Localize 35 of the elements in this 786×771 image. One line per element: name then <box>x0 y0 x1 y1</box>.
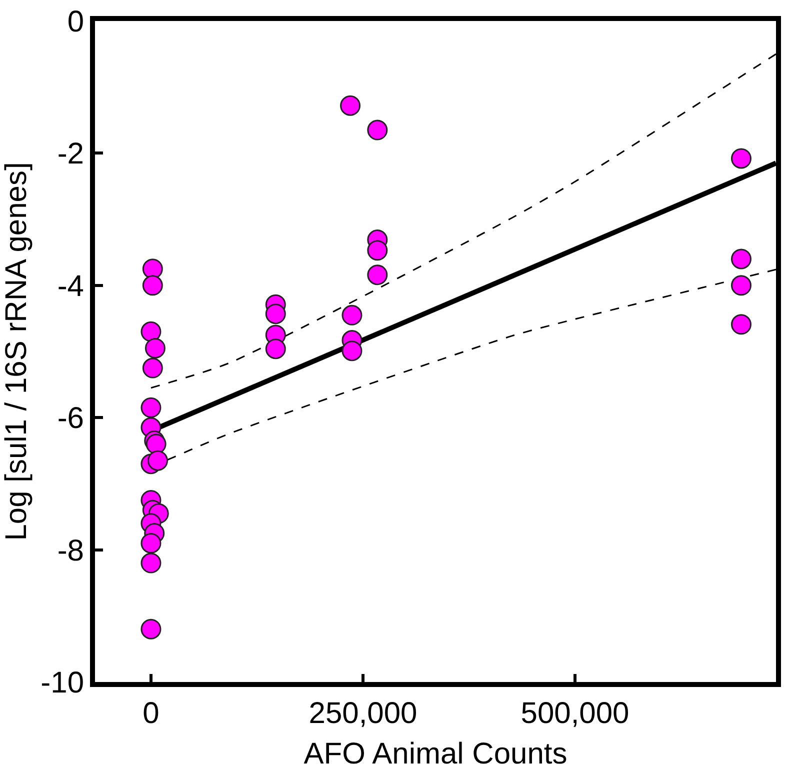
point <box>146 434 166 454</box>
line-series <box>150 53 776 389</box>
point <box>342 304 362 326</box>
point <box>730 275 752 296</box>
point <box>142 358 163 378</box>
x-axis-title: AFO Animal Counts <box>304 738 568 770</box>
point <box>140 532 162 554</box>
point <box>340 95 361 116</box>
point <box>342 340 362 362</box>
point <box>265 338 286 360</box>
point <box>140 321 162 342</box>
point <box>140 397 162 418</box>
y-tick-label: -2 <box>57 138 84 171</box>
point <box>367 120 388 140</box>
x-tick-label: 0 <box>142 697 160 730</box>
y-axis-title: Log [sul1 / 16S rRNA genes] <box>0 162 33 541</box>
point <box>265 304 286 324</box>
point <box>142 275 163 296</box>
y-tick-label: -6 <box>57 402 84 436</box>
point <box>367 264 388 286</box>
point <box>730 248 752 270</box>
point <box>367 240 388 261</box>
point <box>730 148 752 169</box>
point <box>140 618 162 640</box>
y-tick-label: 0 <box>67 6 84 38</box>
point <box>142 258 163 280</box>
x-tick-label: 250,000 <box>308 697 418 730</box>
y-tick-label: -10 <box>40 666 84 700</box>
point <box>144 338 166 358</box>
point <box>730 314 752 335</box>
point <box>148 450 168 471</box>
y-tick-label: -8 <box>57 534 84 568</box>
point <box>140 552 162 574</box>
x-tick-label: 500,000 <box>520 697 630 730</box>
y-tick-label: -4 <box>57 270 84 303</box>
